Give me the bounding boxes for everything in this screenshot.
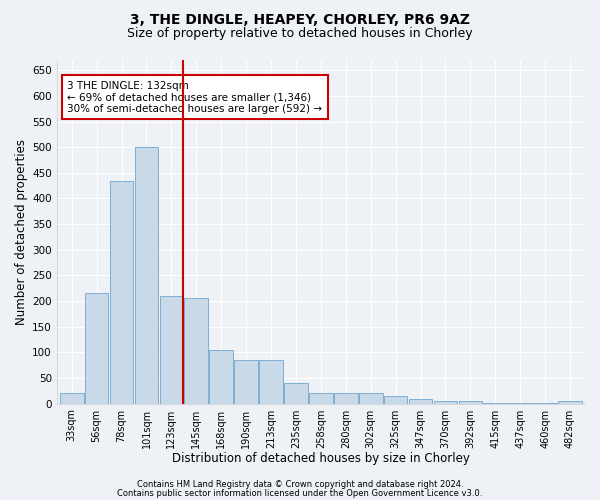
- Bar: [384, 396, 407, 404]
- Text: 3, THE DINGLE, HEAPEY, CHORLEY, PR6 9AZ: 3, THE DINGLE, HEAPEY, CHORLEY, PR6 9AZ: [130, 12, 470, 26]
- Bar: [85, 294, 109, 404]
- Y-axis label: Number of detached properties: Number of detached properties: [15, 139, 28, 325]
- Bar: [334, 394, 358, 404]
- Bar: [359, 394, 383, 404]
- Bar: [558, 401, 582, 404]
- Bar: [209, 350, 233, 404]
- Bar: [434, 401, 457, 404]
- Bar: [160, 296, 183, 404]
- Bar: [533, 403, 557, 404]
- Bar: [110, 180, 133, 404]
- Bar: [235, 360, 258, 404]
- X-axis label: Distribution of detached houses by size in Chorley: Distribution of detached houses by size …: [172, 452, 470, 465]
- Bar: [60, 394, 83, 404]
- Bar: [458, 401, 482, 404]
- Text: 3 THE DINGLE: 132sqm
← 69% of detached houses are smaller (1,346)
30% of semi-de: 3 THE DINGLE: 132sqm ← 69% of detached h…: [67, 80, 322, 114]
- Text: Size of property relative to detached houses in Chorley: Size of property relative to detached ho…: [127, 28, 473, 40]
- Bar: [409, 400, 433, 404]
- Text: Contains HM Land Registry data © Crown copyright and database right 2024.: Contains HM Land Registry data © Crown c…: [137, 480, 463, 489]
- Bar: [484, 402, 507, 404]
- Bar: [309, 394, 333, 404]
- Bar: [508, 403, 532, 404]
- Bar: [134, 147, 158, 404]
- Bar: [184, 298, 208, 404]
- Text: Contains public sector information licensed under the Open Government Licence v3: Contains public sector information licen…: [118, 488, 482, 498]
- Bar: [259, 360, 283, 404]
- Bar: [284, 383, 308, 404]
